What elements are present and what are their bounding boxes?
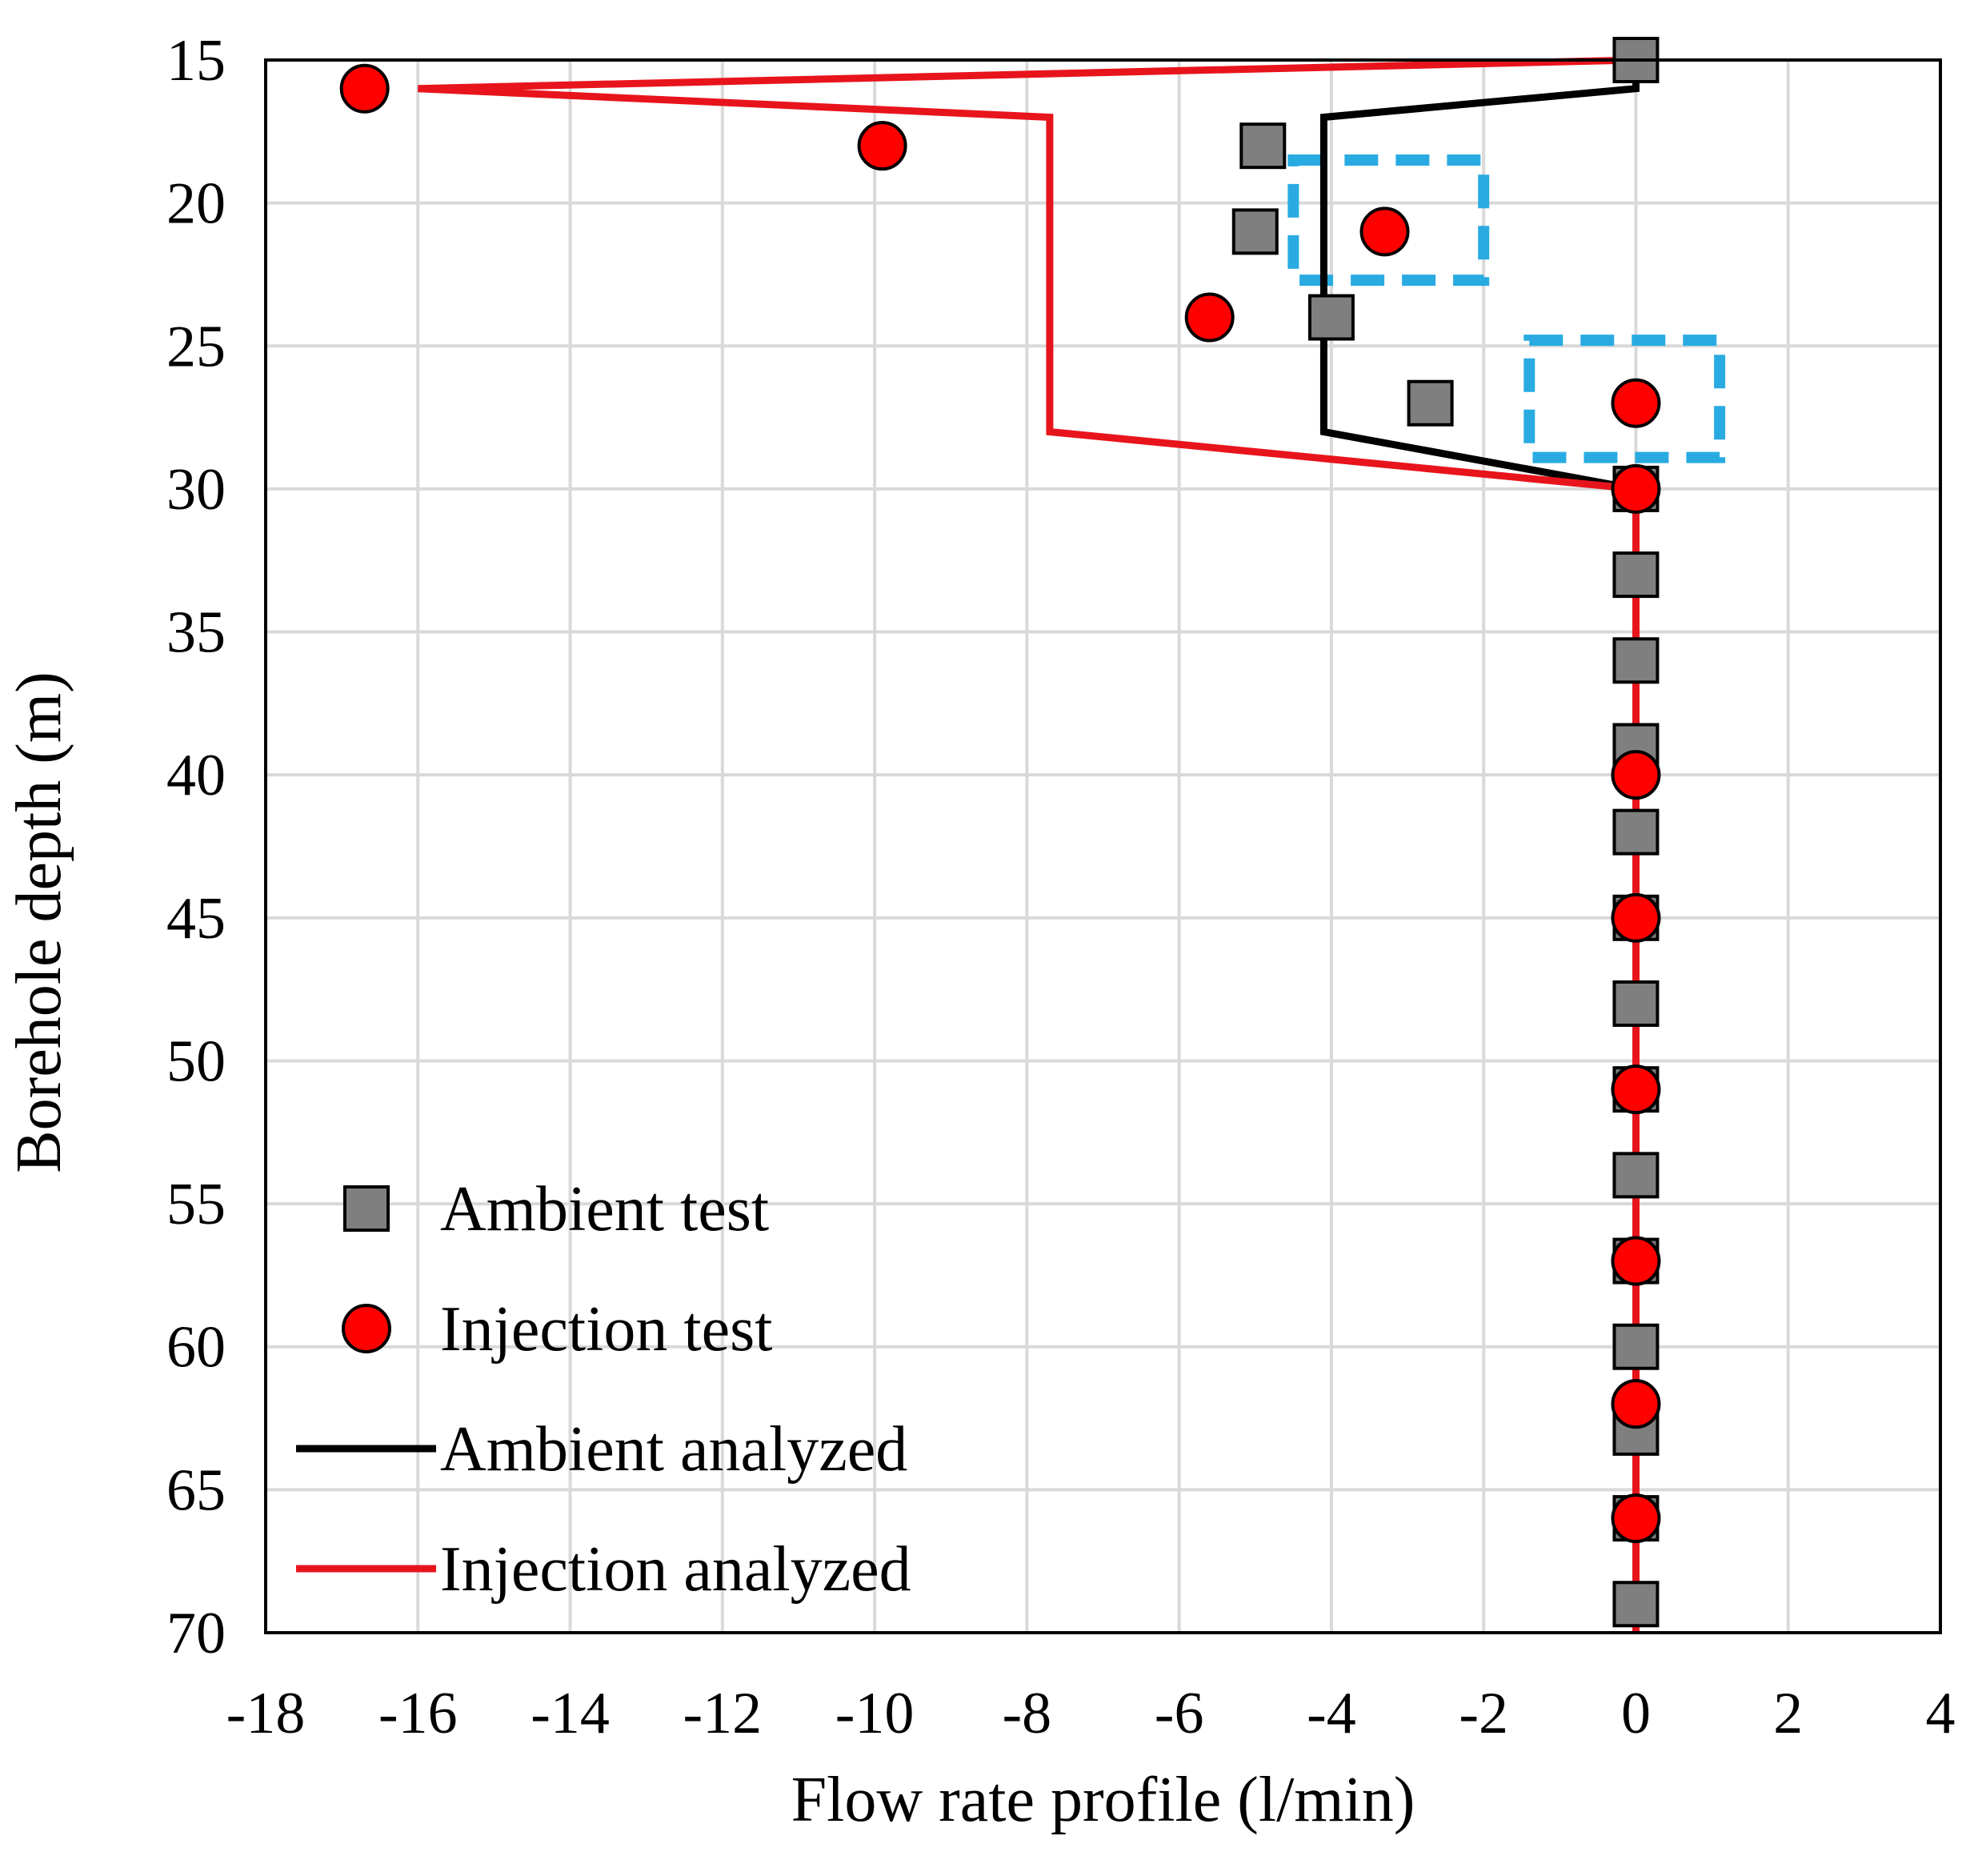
- legend-swatch: [343, 1185, 390, 1232]
- legend-swatch: [342, 1304, 391, 1353]
- injection-test-point: [1611, 378, 1661, 428]
- x-tick-label: -8: [1003, 1681, 1052, 1746]
- legend-item-ambient-analyzed: Ambient analyzed: [296, 1414, 907, 1485]
- ambient-test-point: [1612, 1152, 1660, 1199]
- x-tick-label: -6: [1155, 1681, 1204, 1746]
- y-tick-label: 15: [166, 28, 226, 94]
- test-markers: [339, 37, 1661, 1628]
- y-tick-label: 55: [166, 1172, 226, 1237]
- ambient-test-point: [1231, 208, 1279, 255]
- y-tick-label: 30: [166, 457, 226, 523]
- x-tick-label: 2: [1773, 1681, 1803, 1746]
- x-tick-label: -14: [531, 1681, 610, 1746]
- injection-test-point: [339, 63, 390, 114]
- y-tick-label: 25: [166, 314, 226, 379]
- x-tick-label: -2: [1459, 1681, 1508, 1746]
- y-tick-label: 35: [166, 600, 226, 666]
- legend-item-ambient-test: Ambient test: [343, 1174, 769, 1245]
- legend-label-ambient-analyzed: Ambient analyzed: [440, 1414, 907, 1485]
- ambient-test-point: [1612, 1581, 1660, 1628]
- x-axis-title: Flow rate profile (l/min): [791, 1765, 1415, 1835]
- series-line: [1319, 60, 1640, 1633]
- injection-test-point: [1611, 1064, 1661, 1115]
- injection-test-point: [1611, 463, 1661, 514]
- injection-test-point: [1611, 750, 1661, 800]
- ambient-test-point: [1407, 379, 1454, 427]
- x-tick-label: -12: [683, 1681, 762, 1746]
- injection-test-point: [1611, 1236, 1661, 1286]
- y-tick-label: 45: [166, 886, 226, 952]
- plot-frame: [264, 58, 1942, 1634]
- y-axis-title: Borehole depth (m): [4, 671, 74, 1172]
- injection-test-point: [1359, 206, 1410, 257]
- legend-marker: [342, 1304, 391, 1353]
- legend-label-injection-test: Injection test: [440, 1294, 772, 1365]
- legend-marker: [343, 1185, 390, 1232]
- x-tick-labels: -18 -16 -14 -12 -10 -8 -6 -4 -2 0 2 4: [226, 1681, 1956, 1746]
- y-tick-label: 50: [166, 1028, 226, 1094]
- ambient-test-point: [1612, 551, 1660, 599]
- x-tick-label: -4: [1307, 1681, 1356, 1746]
- y-tick-label: 70: [166, 1601, 226, 1666]
- legend-label-injection-analyzed: Injection analyzed: [440, 1534, 911, 1605]
- grid-lines: [264, 58, 1942, 1634]
- injection-test-point: [857, 121, 907, 171]
- ambient-test-point: [1239, 122, 1287, 170]
- y-tick-label: 65: [166, 1457, 226, 1523]
- ambient-test-point: [1612, 980, 1660, 1027]
- y-tick-label: 60: [166, 1315, 226, 1381]
- ambient-test-point: [1612, 1323, 1660, 1370]
- legend-label-ambient-test: Ambient test: [440, 1174, 769, 1245]
- injection-test-point: [1611, 1493, 1661, 1544]
- x-tick-label: -18: [226, 1681, 306, 1746]
- legend-item-injection-analyzed: Injection analyzed: [296, 1534, 911, 1605]
- x-tick-label: 0: [1621, 1681, 1651, 1746]
- injection-test-point: [1611, 892, 1661, 943]
- ambient-test-point: [1612, 808, 1660, 856]
- y-tick-label: 40: [166, 743, 226, 808]
- injection-test-point: [1184, 292, 1235, 343]
- ambient-test-point: [1307, 294, 1355, 341]
- ambient-test-point: [1612, 637, 1660, 684]
- x-tick-label: -10: [835, 1681, 915, 1746]
- x-tick-label: -16: [378, 1681, 458, 1746]
- injection-test-point: [1611, 1379, 1661, 1429]
- x-tick-label: 4: [1926, 1681, 1956, 1746]
- legend-item-injection-test: Injection test: [342, 1294, 772, 1365]
- y-tick-label: 20: [166, 171, 226, 237]
- y-tick-labels: 15 20 25 30 35 40 45 50 55 60 65 70: [166, 28, 226, 1666]
- legend: Ambient test Injection test Ambient anal…: [296, 1174, 911, 1605]
